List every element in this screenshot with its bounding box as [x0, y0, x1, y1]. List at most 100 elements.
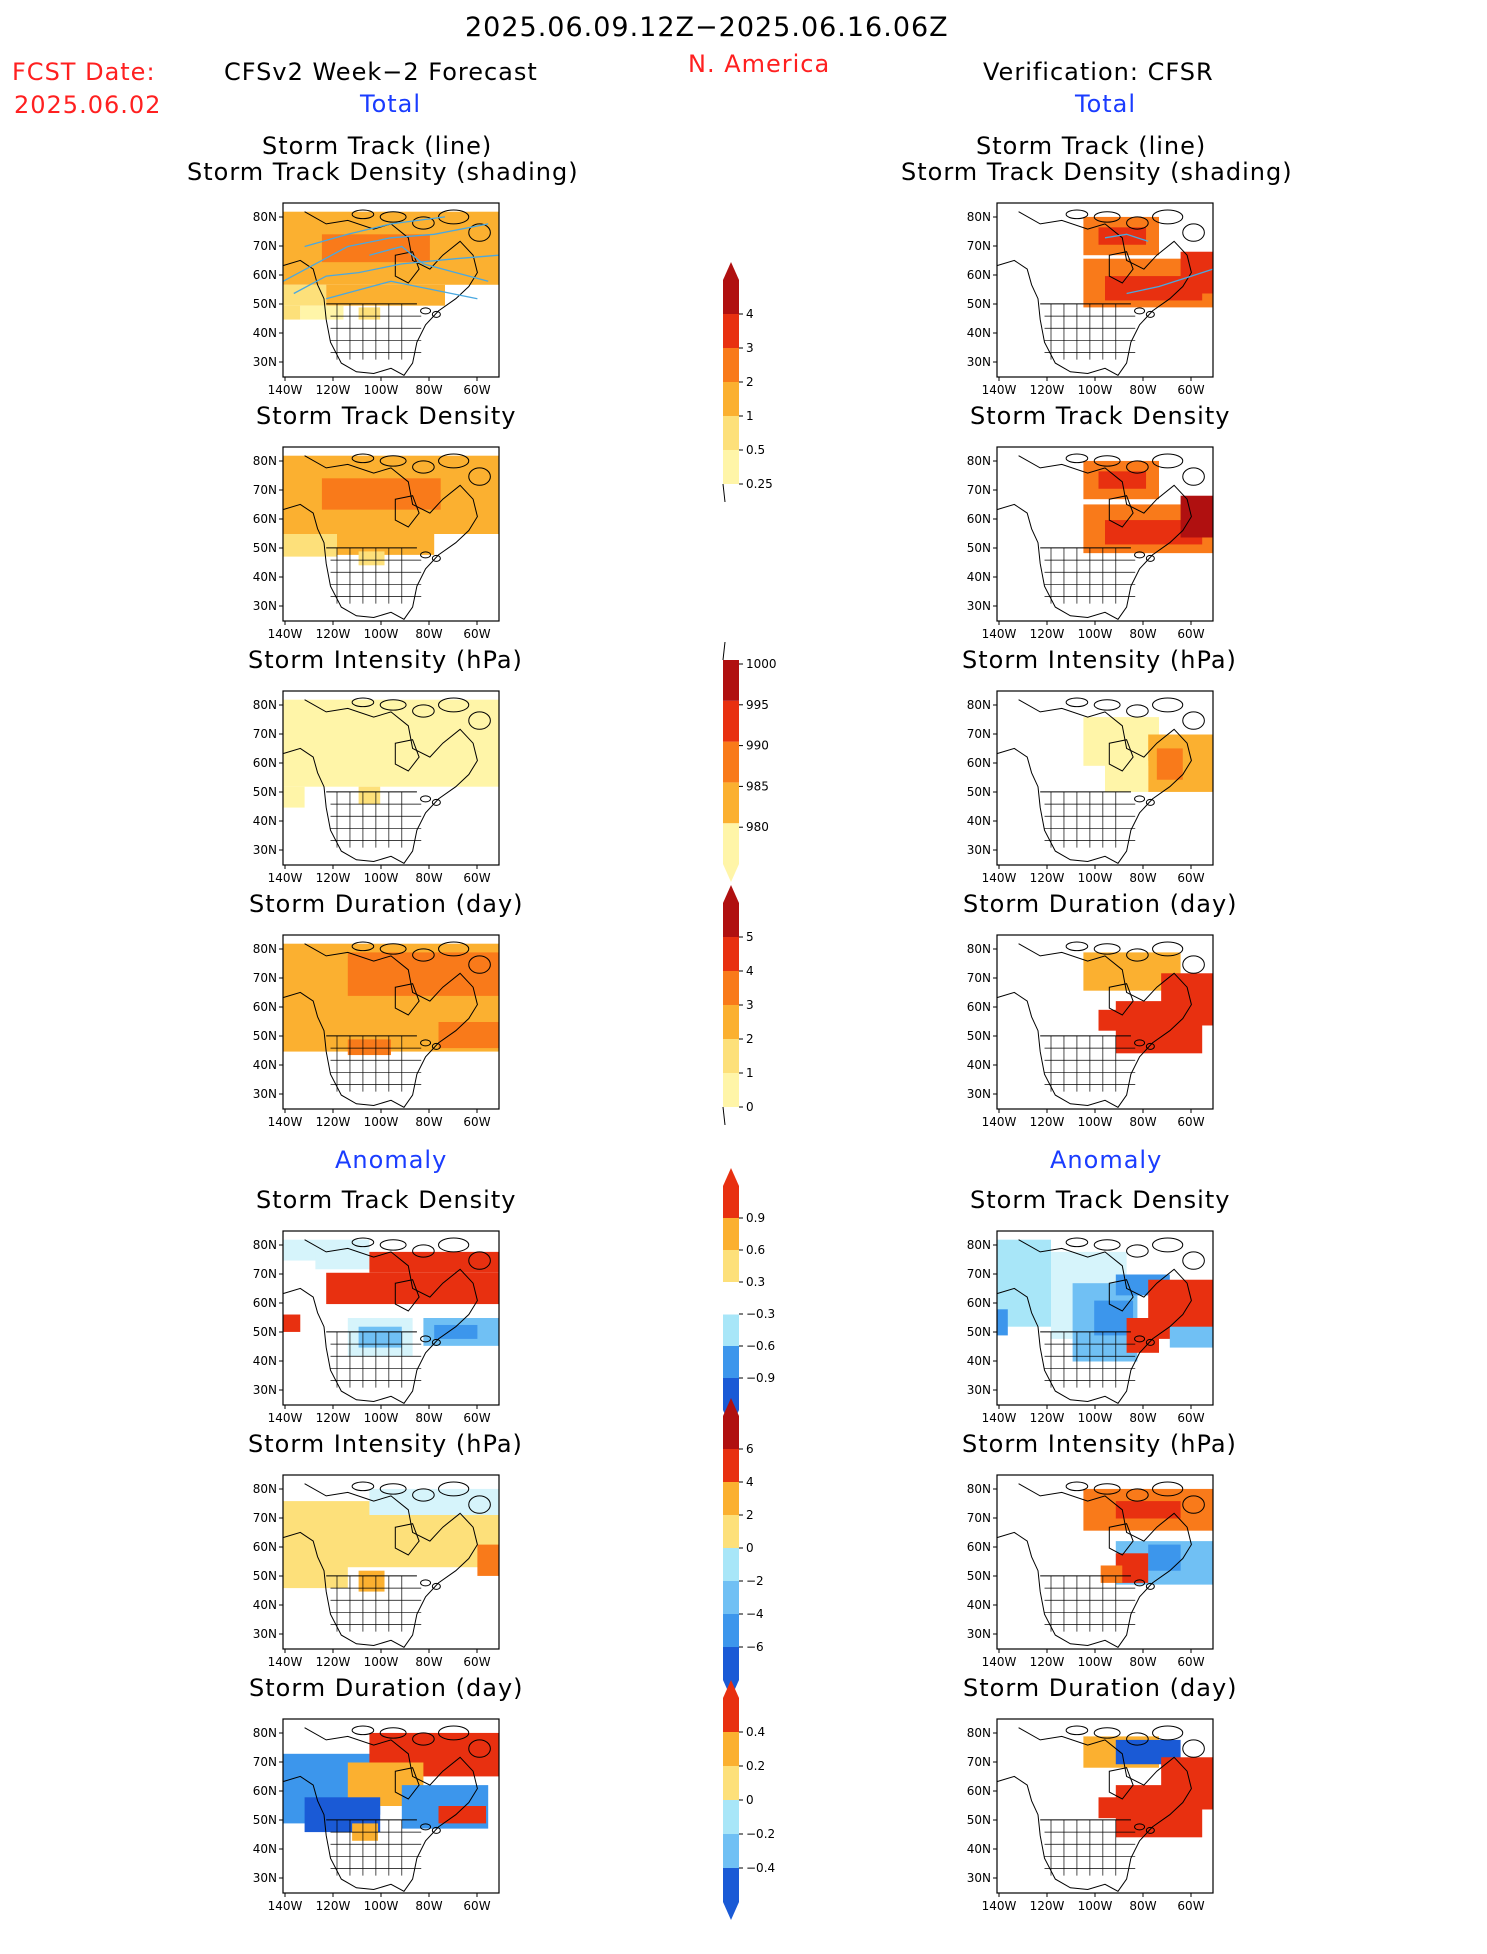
colorbar-label: −6 [746, 1640, 764, 1654]
shaded-cell [283, 786, 305, 808]
shaded-cell [1180, 251, 1213, 294]
coastline [282, 1237, 491, 1404]
lat-tick-label: 70N [253, 1511, 277, 1525]
map-frame [282, 202, 500, 378]
lon-tick-label: 80W [1129, 627, 1156, 641]
lon-tick-label: 140W [268, 871, 303, 885]
left-row2-title: Storm Track Density [256, 402, 517, 430]
colorbar-segment [723, 700, 739, 742]
colorbar-segment [722, 1281, 740, 1315]
lon-tick-label: 60W [1177, 627, 1204, 641]
colorbar-segment [723, 1515, 739, 1548]
shaded-cell [1148, 1544, 1181, 1571]
lon-tick-label: 140W [982, 627, 1017, 641]
lat-tick-label: 40N [253, 326, 277, 340]
lon-tick-label: 120W [316, 383, 351, 397]
lat-tick-label: 70N [967, 727, 991, 741]
lat-tick-label: 30N [253, 355, 277, 369]
lat-tick-label: 80N [967, 1482, 991, 1496]
coastline [282, 941, 491, 1108]
lon-tick-label: 140W [982, 1411, 1017, 1425]
coastline [282, 1481, 491, 1648]
lat-tick-label: 60N [967, 1000, 991, 1014]
lat-tick-label: 40N [253, 570, 277, 584]
right-map-svg-row4: 80N 70N 60N 50N 40N 30N 140W 120W 100W 80W 60W [967, 934, 1214, 1129]
colorbar-label: 0.3 [746, 1275, 765, 1289]
lat-tick-label: 50N [253, 541, 277, 555]
lon-tick-label: 60W [463, 1899, 490, 1913]
colorbar-label: 1 [746, 409, 754, 423]
lat-tick-label: 50N [253, 1029, 277, 1043]
coastline [282, 453, 491, 620]
colorbar-label: −4 [746, 1607, 764, 1621]
colorbar-label: 4 [746, 1475, 754, 1489]
shaded-cell [1169, 1326, 1213, 1348]
lat-tick-label: 30N [253, 843, 277, 857]
coastline [996, 697, 1205, 864]
colorbar-segment [723, 1218, 739, 1250]
lat-tick-label: 60N [967, 1540, 991, 1554]
shaded-cell [347, 1039, 391, 1056]
colorbar-label: 1000 [746, 657, 777, 671]
lat-tick-label: 40N [253, 1842, 277, 1856]
shaded-cell [358, 551, 385, 566]
colorbar-segment [723, 1614, 739, 1647]
colorbar-segment [723, 450, 739, 484]
lat-tick-label: 80N [253, 942, 277, 956]
right-map-panel-row1: 80N 70N 60N 50N 40N 30N 140W 120W 100W 80W 60W [947, 193, 1223, 411]
right-map-panel-row3: 80N 70N 60N 50N 40N 30N 140W 120W 100W 80W 60W [947, 681, 1223, 899]
shaded-cell [321, 478, 441, 510]
coastline [282, 209, 491, 376]
map-frame [282, 446, 500, 622]
lon-tick-label: 80W [1129, 383, 1156, 397]
lon-tick-label: 80W [415, 1115, 442, 1129]
lon-tick-label: 80W [415, 1655, 442, 1669]
map-frame [996, 934, 1214, 1110]
colorbar-segment [723, 1314, 739, 1346]
lat-tick-label: 50N [967, 1813, 991, 1827]
lat-tick-label: 60N [253, 1540, 277, 1554]
colorbar-label: 995 [746, 698, 769, 712]
left-map-panel-row4: 80N 70N 60N 50N 40N 30N 140W 120W 100W 80W 60W [233, 925, 509, 1143]
colorbar-segment [723, 1378, 739, 1410]
right-column-title: Verification: CFSR [983, 58, 1214, 86]
left-map-panel-row5: 80N 70N 60N 50N 40N 30N 140W 120W 100W 80W 60W [233, 1221, 509, 1439]
lon-tick-label: 140W [982, 383, 1017, 397]
lat-tick-label: 70N [253, 1755, 277, 1769]
right-anomaly-label: Anomaly [1050, 1146, 1163, 1174]
colorbar-segment [723, 280, 739, 314]
lon-tick-label: 100W [1078, 1411, 1113, 1425]
shaded-cell [997, 1309, 1008, 1336]
lon-tick-label: 60W [1177, 871, 1204, 885]
colorbar-segment [723, 1073, 739, 1107]
lat-tick-label: 70N [967, 239, 991, 253]
storm-track-lines [282, 216, 500, 300]
lon-tick-label: 120W [1030, 627, 1065, 641]
left-row3-title: Storm Intensity (hPa) [248, 646, 523, 674]
colorbar-segment [723, 1834, 739, 1868]
lat-tick-label: 60N [967, 756, 991, 770]
colorbar-label: 0 [746, 1541, 754, 1555]
lon-tick-label: 140W [982, 871, 1017, 885]
lat-tick-label: 70N [253, 971, 277, 985]
lat-tick-label: 80N [253, 1238, 277, 1252]
lon-tick-label: 140W [268, 1655, 303, 1669]
coastline [996, 1725, 1205, 1892]
right-map-panel-row6: 80N 70N 60N 50N 40N 30N 140W 120W 100W 80W 60W [947, 1465, 1223, 1683]
shaded-cell [358, 786, 381, 805]
shaded-cell [369, 1488, 499, 1516]
lat-tick-label: 40N [253, 814, 277, 828]
right-map-svg-row1: 80N 70N 60N 50N 40N 30N 140W 120W 100W 80W 60W [967, 202, 1214, 397]
shaded-cell [1098, 471, 1147, 489]
lat-tick-label: 30N [967, 599, 991, 613]
lat-tick-label: 50N [967, 541, 991, 555]
lon-tick-label: 140W [268, 383, 303, 397]
lat-tick-label: 80N [967, 210, 991, 224]
shaded-cell [358, 307, 381, 320]
colorbar-segment [723, 660, 739, 701]
right-map-panel-row4: 80N 70N 60N 50N 40N 30N 140W 120W 100W 80W 60W [947, 925, 1223, 1143]
right-map-panel-row2: 80N 70N 60N 50N 40N 30N 140W 120W 100W 80W 60W [947, 437, 1223, 655]
lon-tick-label: 120W [316, 1411, 351, 1425]
colorbar-segment [723, 1647, 739, 1680]
coastline [996, 453, 1205, 620]
